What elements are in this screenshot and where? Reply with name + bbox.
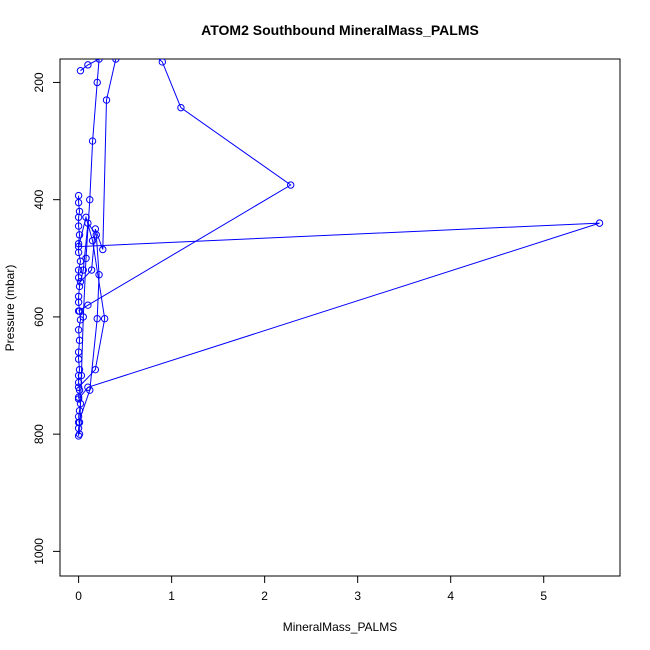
y-tick-label: 1000 [32, 538, 46, 565]
data-point [87, 266, 96, 274]
data-point [79, 313, 87, 321]
data-point [122, 50, 128, 56]
x-tick-label: 5 [540, 589, 547, 603]
x-tick-label: 2 [261, 589, 268, 603]
data-point [99, 245, 107, 254]
data-point [76, 67, 85, 75]
data-point [74, 198, 83, 207]
series-line-1 [78, 59, 292, 423]
series-line-2 [77, 215, 600, 400]
data-point [91, 365, 100, 374]
data-point [86, 195, 94, 204]
data-point [74, 248, 83, 257]
data-point [82, 254, 90, 262]
y-tick-label: 800 [32, 424, 46, 444]
data-point [74, 418, 83, 427]
data-point [77, 371, 86, 380]
data-point [75, 282, 84, 291]
data-point [75, 430, 84, 438]
data-point [595, 219, 604, 227]
data-point [82, 213, 90, 221]
data-point [95, 271, 103, 279]
data-point [74, 191, 83, 200]
y-tick-label: 600 [32, 307, 46, 327]
data-point [91, 225, 100, 233]
plot-frame [59, 58, 621, 577]
x-tick-label: 4 [447, 589, 454, 603]
y-tick-label: 400 [32, 189, 46, 209]
data-point [84, 383, 92, 391]
data-point [88, 137, 97, 145]
data-point [100, 314, 109, 323]
x-tick-label: 3 [354, 589, 361, 603]
data-point [286, 181, 295, 189]
data-point [74, 395, 83, 403]
data-point [74, 222, 83, 230]
data-point [74, 242, 83, 251]
series-line-3 [79, 59, 100, 435]
data-point [74, 307, 83, 315]
data-point [75, 231, 84, 239]
data-point [102, 96, 111, 104]
chart-title: ATOM2 Southbound MineralMass_PALMS [201, 22, 479, 38]
data-point [84, 61, 92, 69]
y-axis: 200 400 600 800 1000 [32, 72, 61, 565]
y-tick-label: 200 [32, 72, 46, 92]
y-axis-label: Pressure (mbar) [3, 265, 17, 352]
x-tick-label: 1 [168, 589, 175, 603]
data-point [74, 378, 83, 387]
data-point [95, 59, 103, 63]
data-point [79, 266, 87, 274]
data-point [74, 383, 83, 391]
x-axis: 0 1 2 3 4 5 [75, 575, 547, 603]
data-point [74, 298, 83, 306]
data-point [112, 59, 120, 63]
data-point [74, 266, 83, 274]
data-point [74, 326, 83, 334]
data-point [84, 301, 92, 309]
data-point [141, 44, 147, 50]
data-point [93, 78, 101, 87]
data-point [75, 207, 84, 216]
data-point [76, 278, 85, 286]
data-point [93, 314, 101, 323]
data-point [88, 237, 97, 245]
data-point [74, 292, 83, 301]
plot-area [74, 44, 604, 440]
x-tick-label: 0 [75, 589, 82, 603]
x-axis-label: MineralMass_PALMS [283, 620, 397, 634]
data-point [158, 59, 167, 66]
data-point [177, 103, 185, 112]
